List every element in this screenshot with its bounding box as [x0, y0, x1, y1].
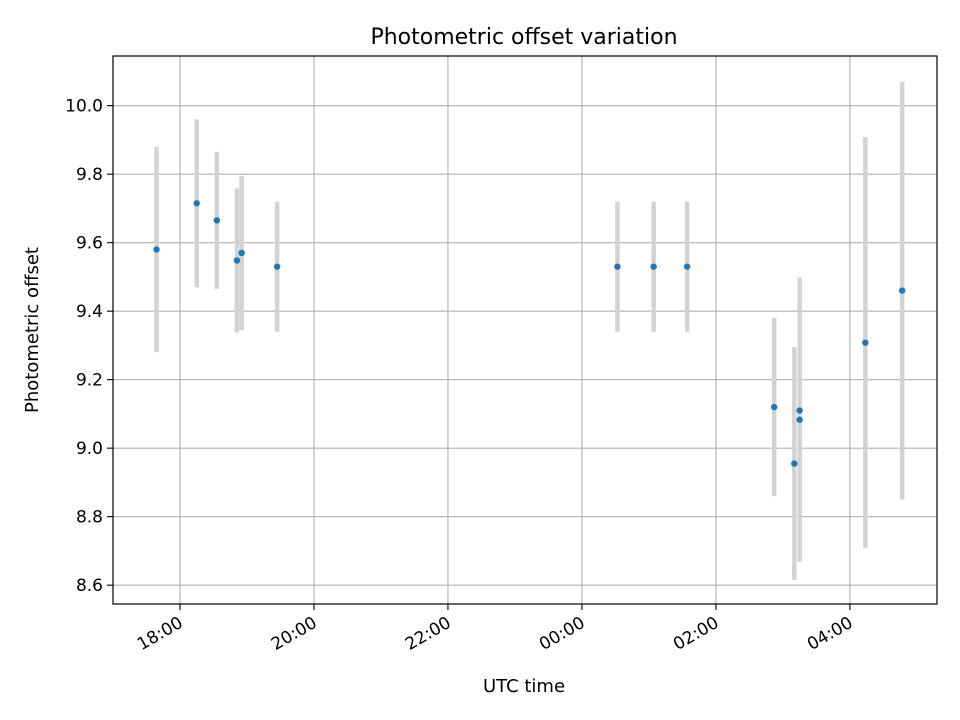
y-tick-label: 10.0: [65, 97, 103, 117]
data-point: [796, 407, 803, 414]
data-point: [614, 263, 621, 270]
data-point: [153, 246, 160, 253]
y-tick-label: 8.6: [76, 576, 103, 596]
y-tick-label: 9.4: [76, 302, 103, 322]
grid-lines: [113, 56, 937, 604]
data-point: [862, 339, 869, 346]
data-point: [193, 200, 200, 207]
data-point: [683, 263, 691, 270]
data-point: [796, 416, 803, 423]
y-tick-label: 9.8: [76, 165, 103, 185]
data-point: [273, 263, 281, 270]
y-axis-label: Photometric offset: [22, 247, 43, 413]
y-tick-label: 9.0: [76, 439, 103, 459]
data-point: [213, 217, 221, 224]
data-point: [898, 287, 906, 294]
data-point: [238, 249, 245, 257]
y-tick-label: 9.2: [76, 371, 103, 391]
data-point: [791, 460, 798, 467]
data-point: [233, 257, 241, 264]
data-point: [650, 263, 657, 270]
y-tick-label: 9.6: [76, 234, 103, 254]
y-tick-label: 8.8: [76, 508, 103, 528]
chart-title: Photometric offset variation: [370, 25, 677, 50]
data-point: [771, 403, 778, 411]
x-axis-label: UTC time: [483, 676, 565, 697]
data-points: [153, 200, 906, 467]
y-axis: 8.6 8.8 9.0 9.2 9.4 9.6 9.8 10.0: [65, 97, 113, 596]
plot-frame: [112, 55, 938, 605]
